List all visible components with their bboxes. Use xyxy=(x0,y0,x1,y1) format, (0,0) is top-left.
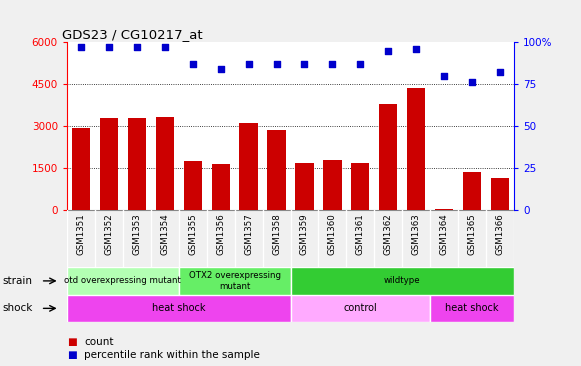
Text: GSM1357: GSM1357 xyxy=(244,213,253,255)
Text: ■: ■ xyxy=(67,337,77,347)
Bar xyxy=(156,117,174,210)
Bar xyxy=(128,119,146,210)
Bar xyxy=(407,87,425,210)
Text: GSM1352: GSM1352 xyxy=(104,213,113,255)
Text: OTX2 overexpressing
mutant: OTX2 overexpressing mutant xyxy=(189,271,281,291)
Text: control: control xyxy=(343,303,377,313)
Text: heat shock: heat shock xyxy=(152,303,206,313)
Bar xyxy=(67,267,179,295)
Text: otd overexpressing mutant: otd overexpressing mutant xyxy=(64,276,181,285)
Text: GSM1354: GSM1354 xyxy=(160,213,169,255)
Point xyxy=(76,44,85,50)
Point xyxy=(383,48,393,53)
Bar xyxy=(431,295,514,322)
Text: GSM1365: GSM1365 xyxy=(468,213,477,255)
Bar xyxy=(71,128,90,210)
Point xyxy=(356,61,365,67)
Point xyxy=(104,44,113,50)
Text: shock: shock xyxy=(3,303,33,313)
Text: heat shock: heat shock xyxy=(446,303,499,313)
Bar xyxy=(184,161,202,210)
Text: GSM1361: GSM1361 xyxy=(356,213,365,255)
Point xyxy=(468,79,477,85)
Text: GSM1353: GSM1353 xyxy=(132,213,141,255)
Point xyxy=(496,70,505,75)
Text: GSM1364: GSM1364 xyxy=(440,213,449,255)
Text: GSM1362: GSM1362 xyxy=(384,213,393,255)
Bar xyxy=(463,172,481,210)
Text: GDS23 / CG10217_at: GDS23 / CG10217_at xyxy=(62,28,203,41)
Bar xyxy=(352,163,370,210)
Bar xyxy=(379,104,397,210)
Point xyxy=(300,61,309,67)
Text: GSM1356: GSM1356 xyxy=(216,213,225,255)
Text: ■: ■ xyxy=(67,350,77,360)
Bar xyxy=(324,160,342,210)
Bar xyxy=(211,164,229,210)
Point xyxy=(188,61,198,67)
Text: GSM1351: GSM1351 xyxy=(76,213,85,255)
Text: GSM1359: GSM1359 xyxy=(300,213,309,255)
Bar xyxy=(267,130,286,210)
Point xyxy=(412,46,421,52)
Bar xyxy=(290,267,514,295)
Bar xyxy=(491,178,510,210)
Point xyxy=(244,61,253,67)
Bar xyxy=(100,118,118,210)
Text: GSM1360: GSM1360 xyxy=(328,213,337,255)
Text: percentile rank within the sample: percentile rank within the sample xyxy=(84,350,260,360)
Point xyxy=(440,73,449,79)
Text: GSM1355: GSM1355 xyxy=(188,213,197,255)
Point xyxy=(328,61,337,67)
Text: GSM1358: GSM1358 xyxy=(272,213,281,255)
Text: strain: strain xyxy=(3,276,33,286)
Point xyxy=(272,61,281,67)
Text: GSM1366: GSM1366 xyxy=(496,213,505,255)
Text: wildtype: wildtype xyxy=(384,276,421,285)
Point xyxy=(132,44,141,50)
Text: GSM1363: GSM1363 xyxy=(412,213,421,255)
Bar xyxy=(435,209,453,210)
Bar xyxy=(239,123,257,210)
Bar xyxy=(179,267,290,295)
Bar xyxy=(67,295,290,322)
Bar xyxy=(290,295,431,322)
Point xyxy=(160,44,169,50)
Text: count: count xyxy=(84,337,114,347)
Bar xyxy=(295,163,314,210)
Point xyxy=(216,66,225,72)
